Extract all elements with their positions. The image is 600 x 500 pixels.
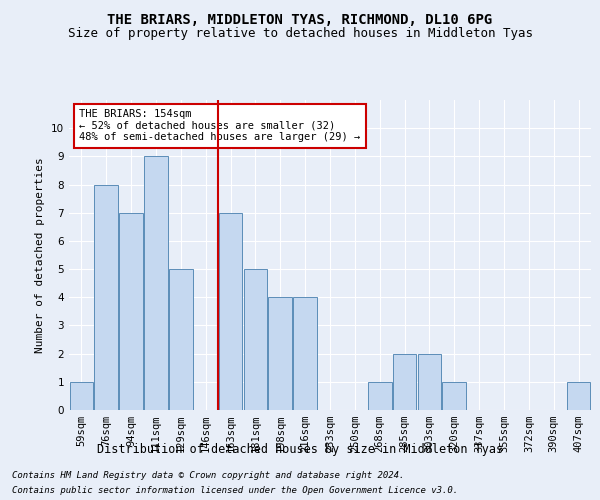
Bar <box>119 212 143 410</box>
Text: THE BRIARS, MIDDLETON TYAS, RICHMOND, DL10 6PG: THE BRIARS, MIDDLETON TYAS, RICHMOND, DL… <box>107 12 493 26</box>
Bar <box>70 382 93 410</box>
Bar <box>442 382 466 410</box>
Y-axis label: Number of detached properties: Number of detached properties <box>35 157 46 353</box>
Bar <box>244 269 267 410</box>
Bar <box>293 298 317 410</box>
Text: Contains public sector information licensed under the Open Government Licence v3: Contains public sector information licen… <box>12 486 458 495</box>
Bar <box>368 382 392 410</box>
Bar <box>418 354 441 410</box>
Bar <box>393 354 416 410</box>
Bar <box>94 184 118 410</box>
Text: Distribution of detached houses by size in Middleton Tyas: Distribution of detached houses by size … <box>97 442 503 456</box>
Bar <box>567 382 590 410</box>
Bar <box>144 156 168 410</box>
Text: Contains HM Land Registry data © Crown copyright and database right 2024.: Contains HM Land Registry data © Crown c… <box>12 471 404 480</box>
Text: THE BRIARS: 154sqm
← 52% of detached houses are smaller (32)
48% of semi-detache: THE BRIARS: 154sqm ← 52% of detached hou… <box>79 110 361 142</box>
Bar <box>169 269 193 410</box>
Text: Size of property relative to detached houses in Middleton Tyas: Size of property relative to detached ho… <box>67 28 533 40</box>
Bar <box>219 212 242 410</box>
Bar <box>268 298 292 410</box>
